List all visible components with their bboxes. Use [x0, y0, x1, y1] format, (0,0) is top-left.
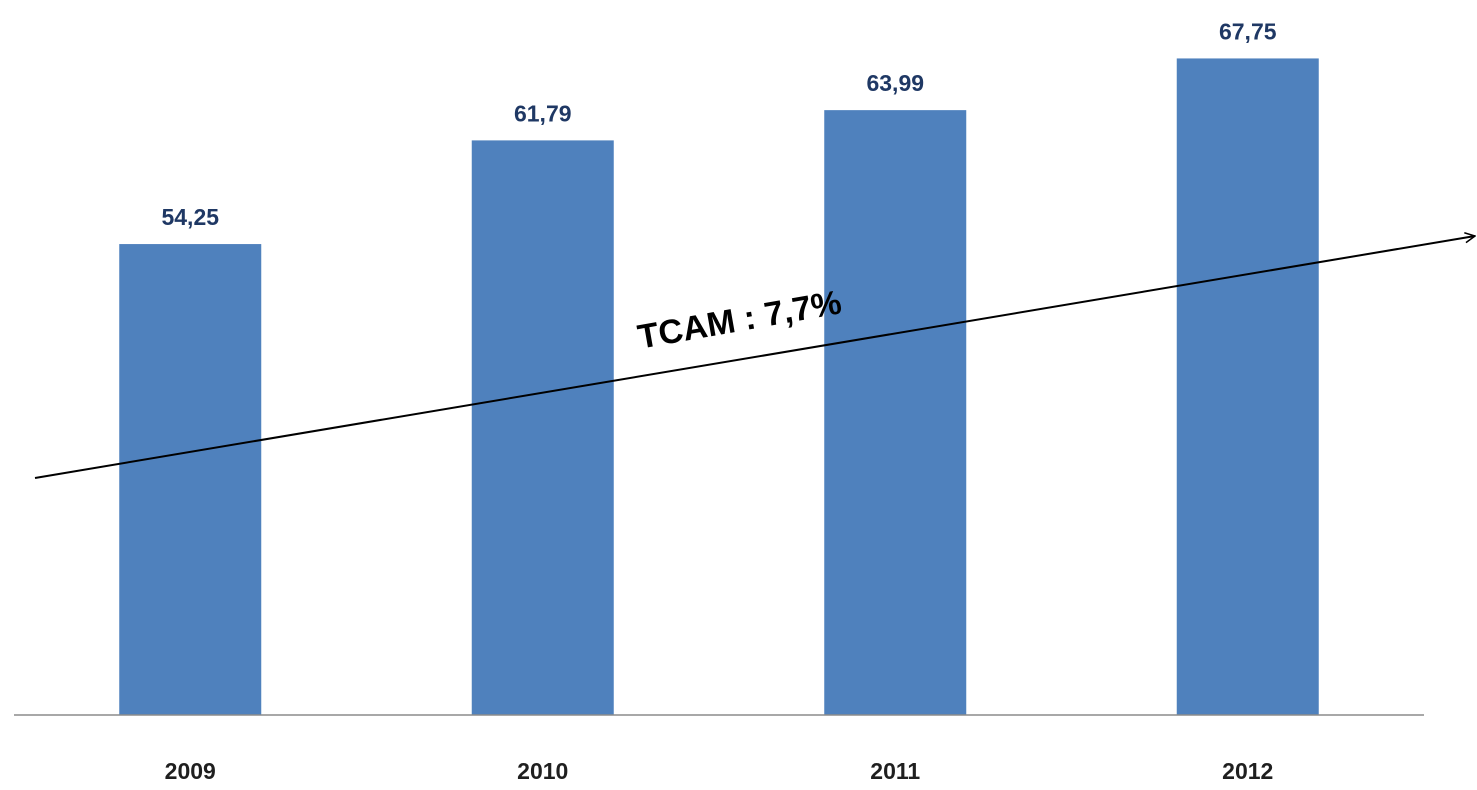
x-tick-label: 2012: [1222, 758, 1273, 784]
data-label: 63,99: [866, 70, 924, 96]
data-label: 61,79: [514, 100, 572, 126]
bars: [119, 58, 1319, 715]
x-tick-label: 2010: [517, 758, 568, 784]
bar: [1176, 58, 1319, 715]
data-label: 67,75: [1219, 19, 1277, 45]
x-tick-label: 2011: [870, 758, 920, 784]
x-tick-label: 2009: [165, 758, 216, 784]
bar: [119, 244, 262, 715]
data-label: 54,25: [161, 204, 219, 230]
trend-arrow: [34, 236, 1475, 479]
bar: [824, 110, 967, 715]
bar: [471, 140, 614, 715]
annotation: TCAM : 7,7%: [635, 283, 844, 356]
